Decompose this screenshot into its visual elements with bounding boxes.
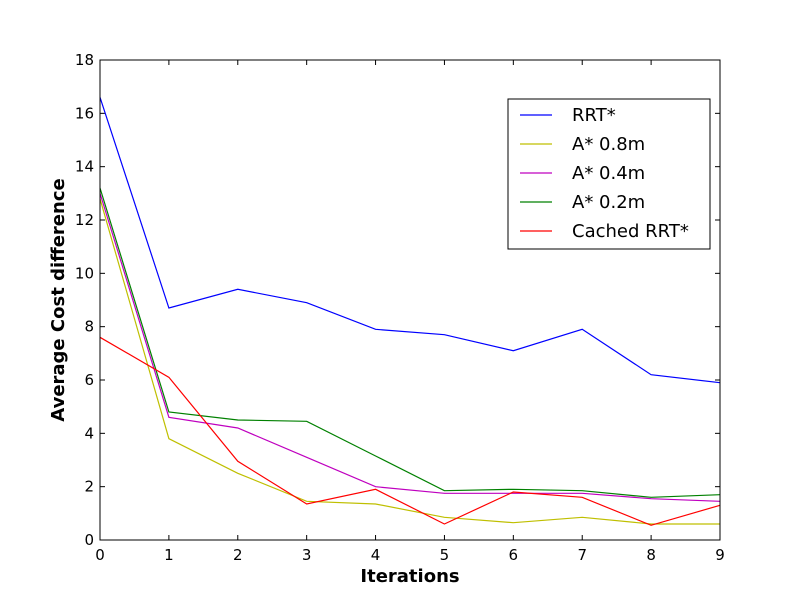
x-tick-label: 8: [646, 546, 656, 564]
y-axis-label: Average Cost difference: [48, 178, 69, 421]
y-tick-label: 14: [75, 158, 94, 176]
y-tick-label: 18: [75, 51, 94, 69]
y-axis-ticks: 0 2 4 6 8 10 12 14 16 18: [75, 51, 720, 549]
series-line-4: [99, 336, 721, 526]
series-line-3: [99, 187, 721, 498]
y-tick-label: 0: [84, 531, 94, 549]
series-line-0: [99, 97, 721, 384]
y-tick-label: 12: [75, 211, 94, 229]
x-tick-label: 4: [371, 546, 381, 564]
y-tick-label: 6: [84, 371, 94, 389]
legend-label: Cached RRT*: [572, 221, 689, 242]
x-tick-label: 7: [577, 546, 587, 564]
x-tick-label: 6: [509, 546, 519, 564]
series-line-2: [99, 193, 721, 502]
y-tick-label: 4: [84, 424, 94, 442]
legend-label: A* 0.8m: [572, 134, 645, 155]
plot-area-frame: [99, 59, 721, 541]
y-tick-label: 16: [75, 104, 94, 122]
legend-label: A* 0.4m: [572, 163, 645, 184]
x-tick-label: 1: [164, 546, 174, 564]
x-tick-label: 3: [302, 546, 312, 564]
x-tick-label: 5: [440, 546, 450, 564]
legend-label: RRT*: [572, 105, 616, 126]
x-tick-label: 0: [95, 546, 105, 564]
y-tick-label: 2: [84, 478, 94, 496]
x-axis-label: Iterations: [360, 566, 459, 587]
y-tick-label: 10: [75, 264, 94, 282]
legend-box: [507, 98, 711, 250]
legend: RRT* A* 0.8m A* 0.4m A* 0.2m Cached RRT*: [507, 98, 711, 250]
y-tick-label: 8: [84, 318, 94, 336]
x-tick-label: 9: [715, 546, 725, 564]
series-lines: [99, 97, 721, 526]
legend-label: A* 0.2m: [572, 192, 645, 213]
series-line-1: [99, 198, 720, 525]
x-tick-label: 2: [233, 546, 243, 564]
